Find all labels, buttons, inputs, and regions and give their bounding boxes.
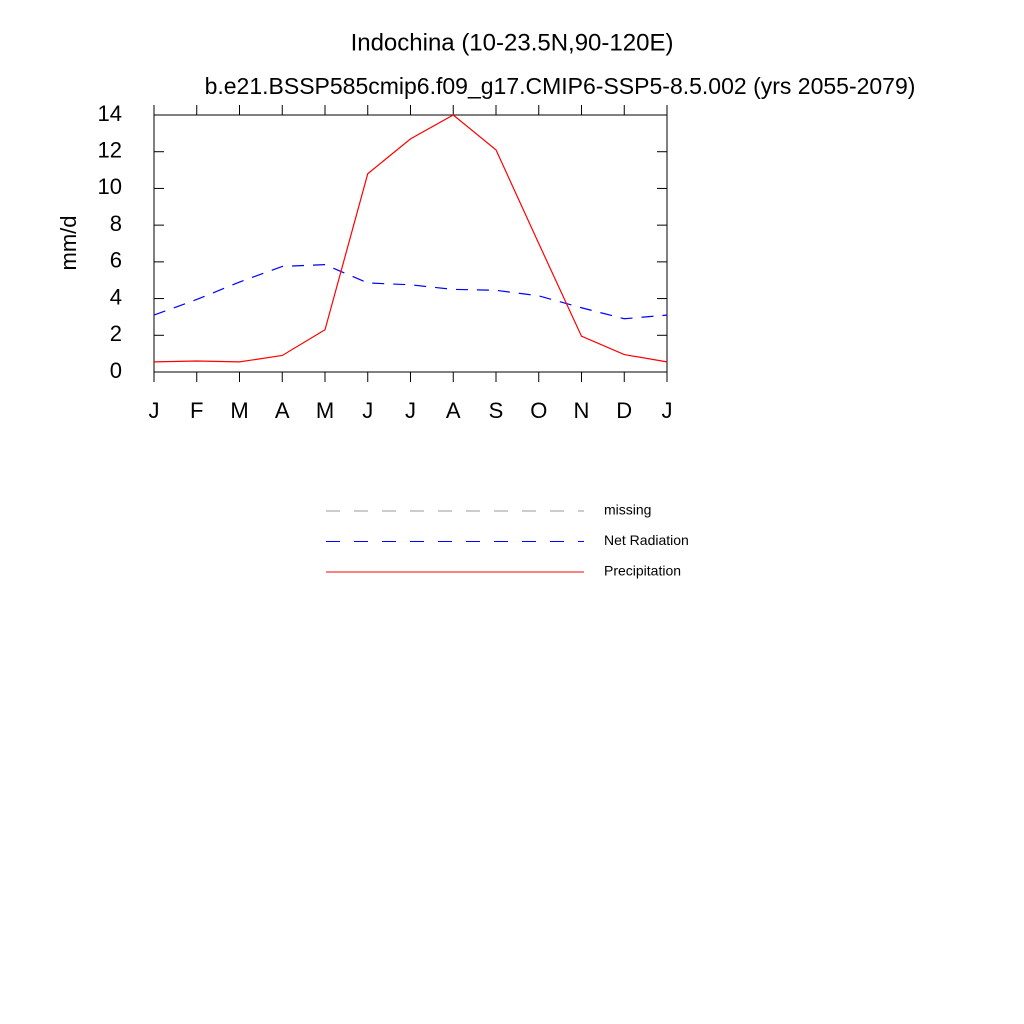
y-tick-label: 2 <box>110 321 122 346</box>
x-tick-label: J <box>149 398 160 423</box>
legend-label: missing <box>604 502 651 518</box>
chart-subtitle: b.e21.BSSP585cmip6.f09_g17.CMIP6-SSP5-8.… <box>205 73 916 99</box>
x-tick-label: J <box>662 398 673 423</box>
data-line <box>153 114 668 363</box>
y-tick-label: 4 <box>110 284 122 309</box>
x-tick-label: A <box>275 398 290 423</box>
x-tick-label: M <box>316 398 334 423</box>
x-tick-label: J <box>362 398 373 423</box>
chart-title: Indochina (10-23.5N,90-120E) <box>351 29 674 56</box>
x-tick-label: O <box>530 398 547 423</box>
data-line <box>153 264 668 320</box>
legend-label: Precipitation <box>604 563 681 579</box>
y-tick-label: 12 <box>98 138 122 163</box>
x-tick-label: J <box>405 398 416 423</box>
x-tick-label: M <box>230 398 248 423</box>
y-tick-label: 6 <box>110 248 122 273</box>
y-tick-label: 10 <box>98 174 122 199</box>
y-tick-label: 14 <box>98 101 122 126</box>
x-tick-label: F <box>190 398 203 423</box>
plot-frame <box>153 114 668 373</box>
x-tick-label: S <box>489 398 504 423</box>
x-tick-label: D <box>616 398 632 423</box>
y-axis-label: mm/d <box>56 216 81 271</box>
y-tick-label: 0 <box>110 358 122 383</box>
x-tick-label: N <box>574 398 590 423</box>
x-tick-label: A <box>446 398 461 423</box>
y-tick-label: 8 <box>110 211 122 236</box>
legend-label: Net Radiation <box>604 532 689 548</box>
